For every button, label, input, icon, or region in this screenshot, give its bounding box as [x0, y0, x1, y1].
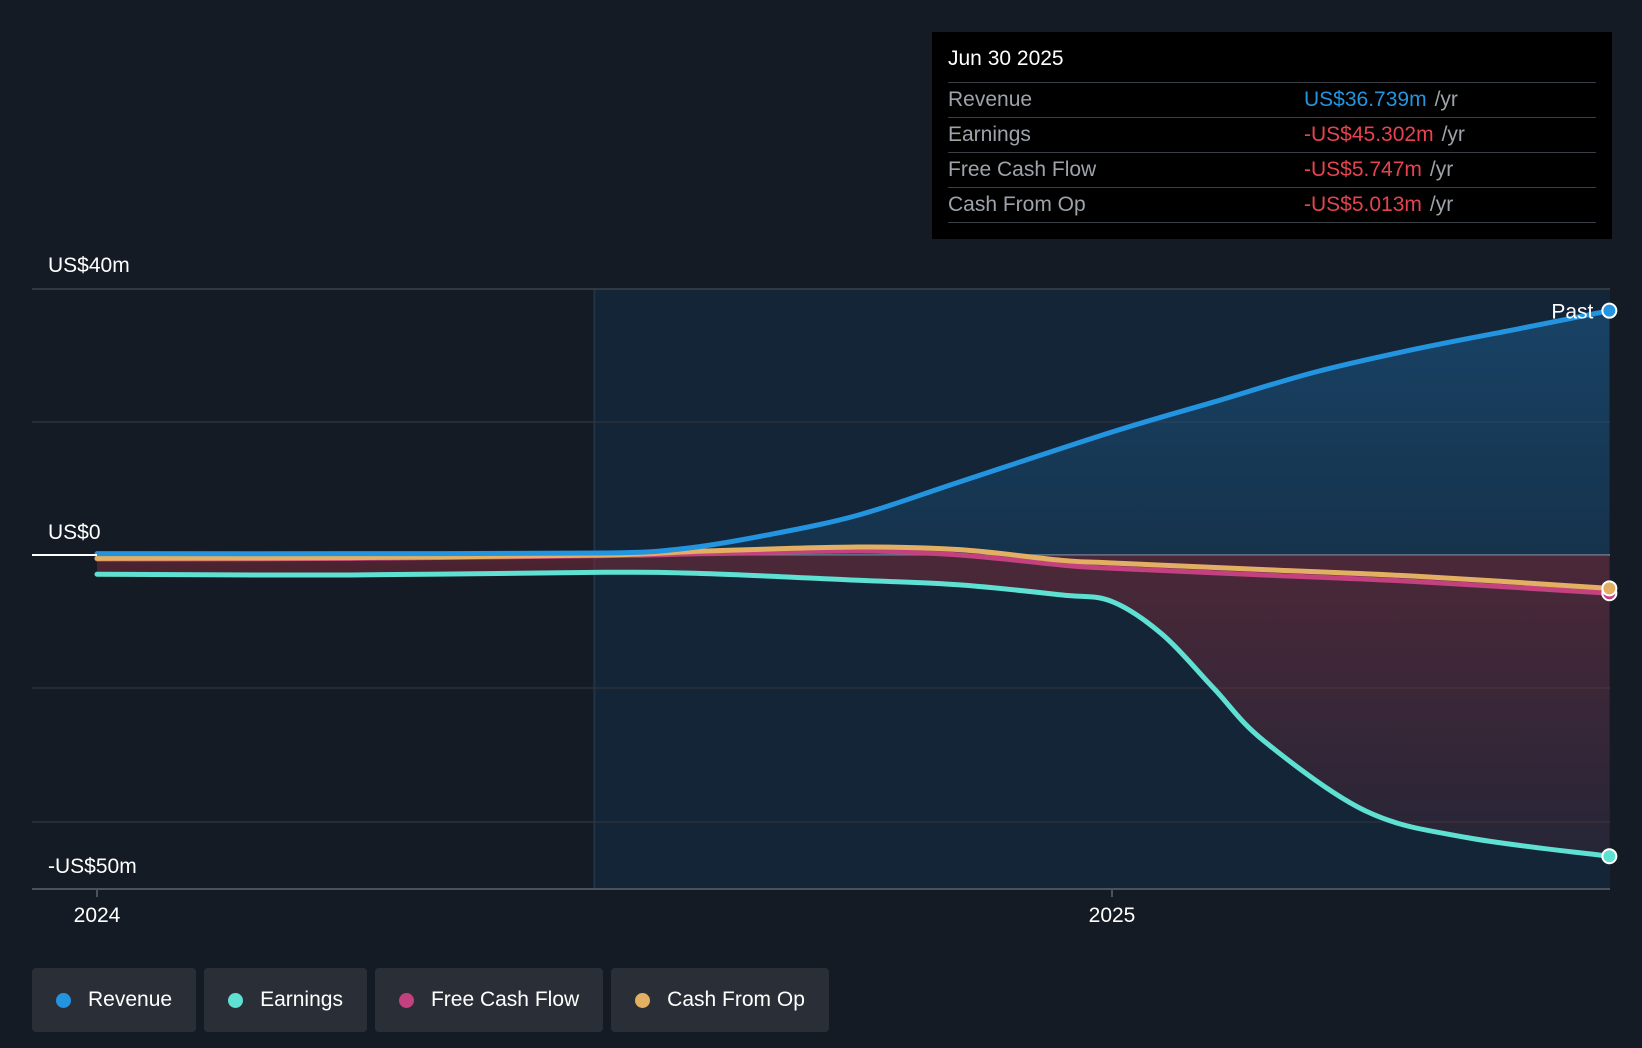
legend-item-free-cash-flow[interactable]: Free Cash Flow — [374, 968, 604, 1032]
tooltip-label: Earnings — [948, 123, 1031, 146]
series-line-cash-from-op — [94, 544, 1612, 591]
tooltip-row-revenue: Revenue US$36.739m /yr — [948, 83, 1596, 118]
legend-label: Free Cash Flow — [430, 988, 580, 1011]
legend-label: Revenue — [88, 988, 173, 1011]
positive-area-fill — [97, 310, 1610, 555]
tooltip-unit: /yr — [1429, 193, 1454, 216]
tooltip-label: Free Cash Flow — [948, 158, 1097, 181]
end-point-cash-from-op — [1601, 580, 1618, 597]
legend-label: Cash From Op — [667, 988, 805, 1011]
legend-label: Earnings — [260, 988, 343, 1011]
hover-tooltip: Jun 30 2025 Revenue US$36.739m /yr Earni… — [932, 32, 1612, 239]
series-end-points — [1601, 302, 1618, 865]
series-lines — [94, 308, 1612, 859]
chart-legend: Revenue Earnings Free Cash Flow Cash Fro… — [32, 968, 829, 1032]
legend-item-revenue[interactable]: Revenue — [32, 968, 197, 1032]
negative-area-fill — [97, 555, 1610, 857]
series-line-earnings — [94, 569, 1612, 859]
y-tick-label: US$40m — [48, 254, 130, 277]
legend-dot-icon — [56, 992, 71, 1008]
past-label: Past — [1551, 301, 1593, 324]
tooltip-value: US$36.739m — [1304, 88, 1427, 111]
series-line-revenue — [94, 308, 1612, 557]
tooltip-unit: /yr — [1429, 158, 1454, 181]
end-point-revenue — [1601, 302, 1618, 319]
tooltip-date: Jun 30 2025 — [948, 46, 1596, 83]
y-tick-label: -US$50m — [48, 855, 137, 878]
tooltip-row-earnings: Earnings -US$45.302m /yr — [948, 118, 1596, 153]
tooltip-value: -US$5.747m — [1304, 158, 1422, 181]
x-axis-ticks: 2024 2025 — [74, 889, 1136, 927]
tooltip-unit: /yr — [1441, 123, 1465, 146]
tooltip-row-cash-from-op: Cash From Op -US$5.013m /yr — [948, 188, 1596, 223]
legend-item-cash-from-op[interactable]: Cash From Op — [611, 968, 829, 1032]
x-tick-label: 2024 — [74, 904, 121, 927]
legend-dot-icon — [398, 992, 414, 1008]
tooltip-value: -US$5.013m — [1304, 193, 1422, 216]
y-tick-label: US$0 — [48, 521, 101, 544]
tooltip-label: Revenue — [948, 88, 1033, 111]
x-tick-label: 2025 — [1089, 904, 1136, 927]
tooltip-value: -US$45.302m — [1304, 123, 1434, 146]
tooltip-unit: /yr — [1434, 88, 1458, 111]
end-point-earnings — [1601, 848, 1618, 865]
tooltip-label: Cash From Op — [948, 193, 1086, 216]
y-axis-labels: US$40m US$0 -US$50m — [48, 254, 137, 878]
legend-item-earnings[interactable]: Earnings — [204, 968, 367, 1032]
legend-dot-icon — [228, 992, 244, 1008]
tooltip-row-free-cash-flow: Free Cash Flow -US$5.747m /yr — [948, 153, 1596, 188]
legend-dot-icon — [635, 992, 651, 1008]
